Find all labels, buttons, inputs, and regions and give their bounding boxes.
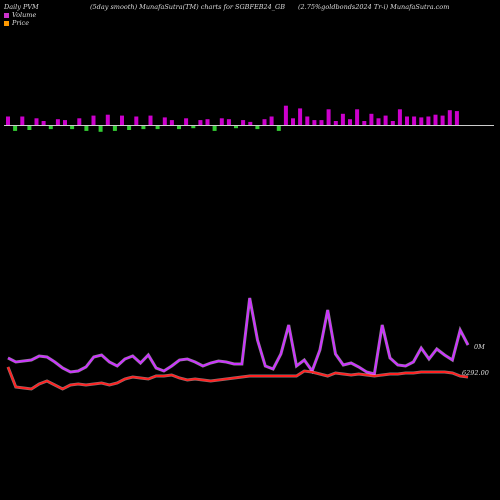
volume-bar (283, 105, 288, 126)
volume-bar (27, 125, 32, 130)
volume-bar (390, 121, 395, 126)
volume-bar (412, 116, 417, 126)
volume-bar (84, 125, 89, 131)
volume-bar (383, 115, 388, 126)
volume-swatch (4, 12, 9, 18)
volume-bar (155, 125, 160, 130)
volume-bar (319, 120, 324, 126)
volume-bar (276, 125, 281, 131)
volume-bar (134, 116, 139, 126)
volume-bar (98, 125, 103, 132)
volume-bar (120, 115, 124, 126)
volume-bar (55, 119, 60, 126)
volume-bar (234, 125, 238, 129)
volume-bar (291, 118, 295, 126)
volume-line (7, 297, 469, 376)
volume-bar (447, 110, 452, 126)
volume-bar (305, 116, 310, 126)
volume-bar (376, 118, 381, 126)
volume-bar (184, 118, 189, 126)
volume-bar (340, 113, 345, 126)
volume-bar (34, 118, 39, 126)
volume-bar (177, 125, 181, 130)
volume-bar (127, 125, 132, 130)
volume-bar (312, 120, 317, 126)
volume-bar (205, 119, 210, 126)
price-axis-label: 6292.00 (462, 369, 489, 377)
volume-bar (162, 117, 167, 126)
volume-bar (419, 117, 424, 126)
volume-bar (191, 125, 196, 129)
volume-bar (13, 125, 18, 131)
volume-bar (219, 118, 224, 126)
volume-bar (397, 109, 402, 126)
volume-bar (333, 121, 338, 126)
volume-bar (433, 114, 438, 126)
volume-bar (112, 125, 117, 131)
chart-type-label: Daily PVM (4, 3, 39, 11)
volume-bar (355, 109, 360, 126)
volume-bar (41, 121, 46, 126)
volume-bar (405, 116, 409, 126)
volume-bar (348, 119, 352, 126)
volume-bar (91, 115, 96, 126)
volume-bar (369, 113, 374, 126)
volume-bar (298, 108, 303, 126)
volume-bar (70, 125, 75, 130)
volume-bar (269, 116, 274, 126)
volume-bar (262, 119, 267, 126)
volume-bar (212, 125, 217, 131)
volume-axis-label: 0M (474, 343, 485, 351)
price-line (7, 366, 469, 391)
volume-bar (226, 119, 231, 126)
volume-bar (63, 120, 67, 126)
chart-title: (5day smooth) MunafaSutra(TM) charts for… (90, 3, 285, 11)
volume-bar (6, 116, 10, 126)
volume-bar (440, 115, 445, 126)
volume-bar (48, 125, 53, 130)
legend-volume-label: Volume (12, 11, 37, 19)
volume-bar (198, 120, 203, 126)
volume-bar (326, 109, 331, 126)
volume-bar (148, 115, 153, 126)
legend-price: Price (4, 19, 29, 27)
volume-bar (426, 116, 431, 126)
volume-bar (169, 120, 174, 126)
volume-bar (77, 118, 82, 126)
volume-bar (362, 121, 367, 126)
legend-volume: Volume (4, 11, 36, 19)
volume-line-glow (7, 297, 470, 376)
volume-bar (248, 121, 253, 126)
volume-bar (255, 125, 260, 130)
volume-bar (241, 120, 246, 126)
legend-price-label: Price (12, 19, 30, 27)
volume-bar (454, 111, 459, 126)
volume-bar (141, 125, 146, 130)
volume-bar (20, 116, 25, 126)
volume-bar (105, 114, 110, 126)
price-swatch (4, 20, 9, 26)
security-name: (2.75%goldbonds2024 Tr-i) MunafaSutra.co… (298, 3, 450, 11)
